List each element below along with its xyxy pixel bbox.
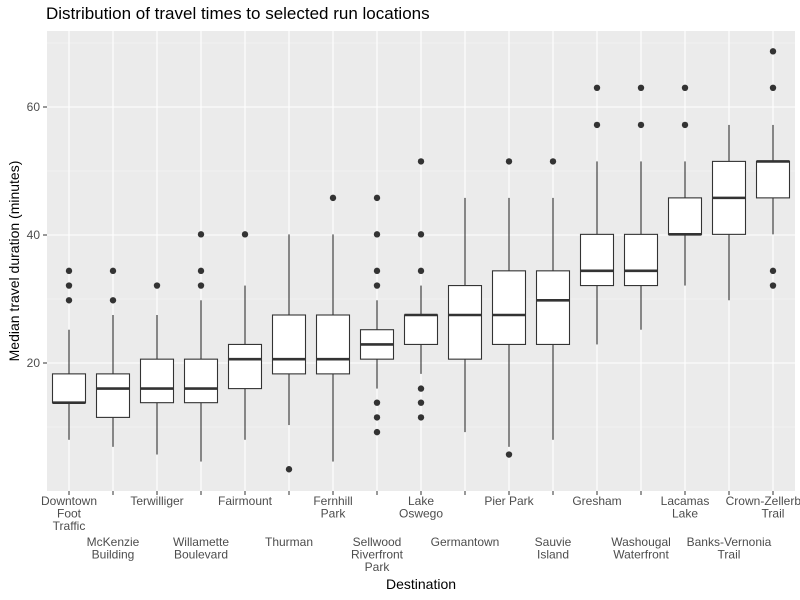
box	[491, 270, 527, 345]
x-tick-label: McKenzie	[87, 535, 140, 549]
outlier-point	[637, 84, 645, 92]
outlier-point	[769, 267, 777, 275]
outlier-point	[65, 282, 73, 289]
x-tick-label: Lake	[408, 494, 434, 508]
outlier-point	[593, 121, 601, 129]
outlier-point	[197, 282, 205, 289]
x-tick-label: Sauvie	[535, 535, 572, 549]
x-tick-label: Building	[92, 548, 135, 562]
outlier-point	[417, 158, 425, 165]
x-tick-label: Lake	[672, 507, 698, 521]
outlier-point	[769, 48, 777, 55]
outlier-point	[197, 231, 205, 238]
box	[447, 285, 483, 360]
x-tick-label: Foot	[57, 507, 82, 521]
box	[579, 233, 615, 287]
y-tick-label: 20	[27, 356, 41, 370]
box	[183, 358, 219, 404]
x-tick-label: Park	[365, 560, 391, 574]
box	[755, 160, 791, 199]
box	[51, 373, 87, 404]
outlier-point	[373, 414, 381, 421]
outlier-point	[769, 282, 777, 289]
x-tick-label: Crown-Zellerbach	[726, 494, 800, 508]
outlier-point	[65, 297, 73, 304]
x-tick-label: Downtown	[41, 494, 97, 508]
x-axis-title: Destination	[386, 576, 456, 592]
outlier-point	[65, 267, 73, 275]
x-tick-label: Lacamas	[661, 494, 710, 508]
outlier-point	[593, 84, 601, 92]
box	[535, 270, 571, 345]
outlier-point	[681, 121, 689, 129]
outlier-point	[417, 399, 425, 406]
outlier-point	[285, 466, 293, 473]
x-tick-label: Park	[321, 507, 347, 521]
x-tick-label: Thurman	[265, 535, 313, 549]
x-tick-label: Banks-Vernonia	[687, 535, 772, 549]
x-tick-label: Germantown	[431, 535, 500, 549]
outlier-point	[769, 84, 777, 92]
box	[139, 358, 175, 404]
box	[667, 197, 703, 235]
outlier-point	[417, 385, 425, 392]
x-tick-label: Terwilliger	[130, 494, 183, 508]
x-tick-label: Oswego	[399, 507, 443, 521]
x-tick-label: Trail	[762, 507, 785, 521]
x-tick-label: Willamette	[173, 535, 229, 549]
box	[403, 314, 439, 345]
outlier-point	[373, 399, 381, 406]
y-tick-label: 40	[27, 228, 41, 242]
outlier-point	[373, 428, 381, 436]
x-tick-label: Gresham	[572, 494, 621, 508]
x-tick-label: Island	[537, 548, 569, 562]
outlier-point	[329, 194, 337, 202]
outlier-point	[505, 158, 513, 165]
x-tick-label: Trail	[718, 548, 741, 562]
outlier-point	[109, 297, 117, 304]
outlier-point	[153, 282, 161, 289]
y-axis-title: Median travel duration (minutes)	[6, 161, 22, 362]
outlier-point	[197, 267, 205, 275]
x-tick-label: Fairmount	[218, 494, 273, 508]
x-tick-label: Fernhill	[313, 494, 352, 508]
outlier-point	[505, 451, 513, 458]
outlier-point	[549, 158, 557, 165]
box	[271, 314, 307, 375]
box	[95, 373, 131, 418]
outlier-point	[373, 231, 381, 238]
y-tick-label: 60	[27, 100, 41, 114]
box	[315, 314, 351, 375]
x-tick-label: Riverfront	[351, 548, 404, 562]
box	[227, 343, 263, 390]
outlier-point	[417, 231, 425, 238]
outlier-point	[109, 267, 117, 275]
x-tick-label: Boulevard	[174, 548, 228, 562]
outlier-point	[417, 414, 425, 421]
box	[623, 233, 659, 287]
x-tick-label: Sellwood	[353, 535, 402, 549]
outlier-point	[373, 267, 381, 275]
x-tick-label: Traffic	[53, 519, 86, 533]
outlier-point	[637, 121, 645, 129]
outlier-point	[417, 267, 425, 275]
outlier-point	[241, 231, 249, 238]
x-tick-label: Waterfront	[613, 548, 669, 562]
outlier-point	[681, 84, 689, 92]
outlier-point	[373, 194, 381, 202]
x-tick-label: Washougal	[611, 535, 671, 549]
chart-title: Distribution of travel times to selected…	[46, 4, 430, 23]
outlier-point	[373, 282, 381, 289]
x-tick-label: Pier Park	[484, 494, 534, 508]
